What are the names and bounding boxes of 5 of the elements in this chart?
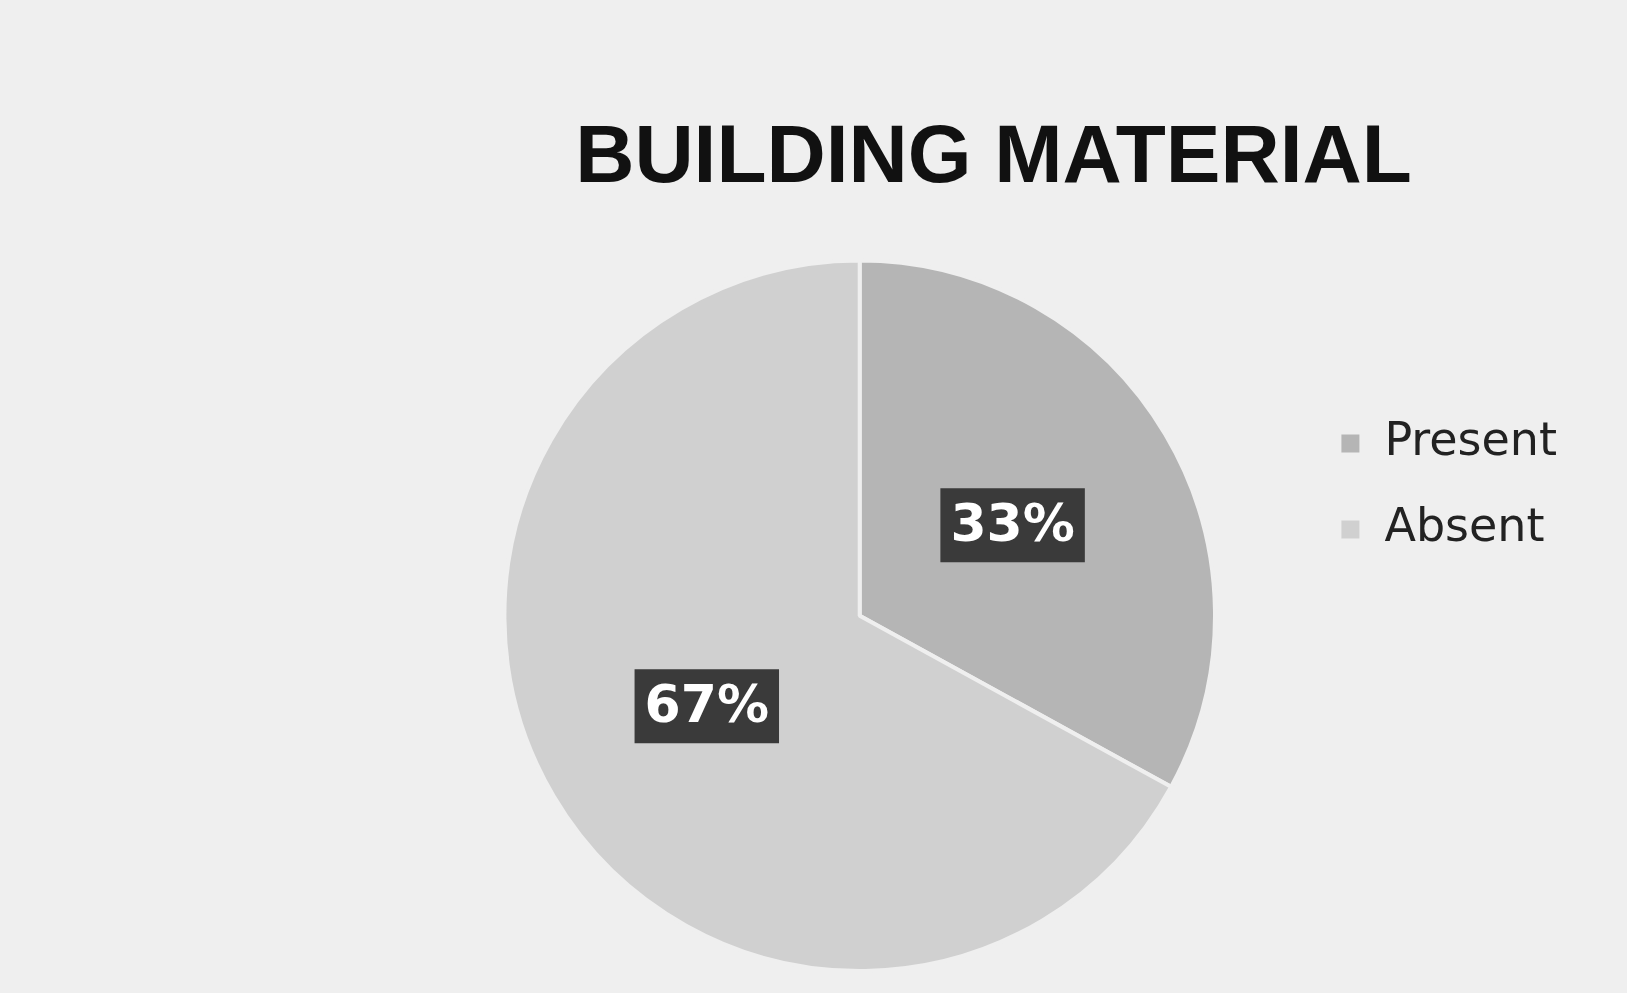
chart-title: BUILDING MATERIAL xyxy=(575,107,1412,199)
legend-label: Present xyxy=(1384,412,1557,467)
data-label: 33% xyxy=(950,492,1075,553)
legend-label: Absent xyxy=(1384,498,1545,553)
data-label: 67% xyxy=(644,673,770,734)
